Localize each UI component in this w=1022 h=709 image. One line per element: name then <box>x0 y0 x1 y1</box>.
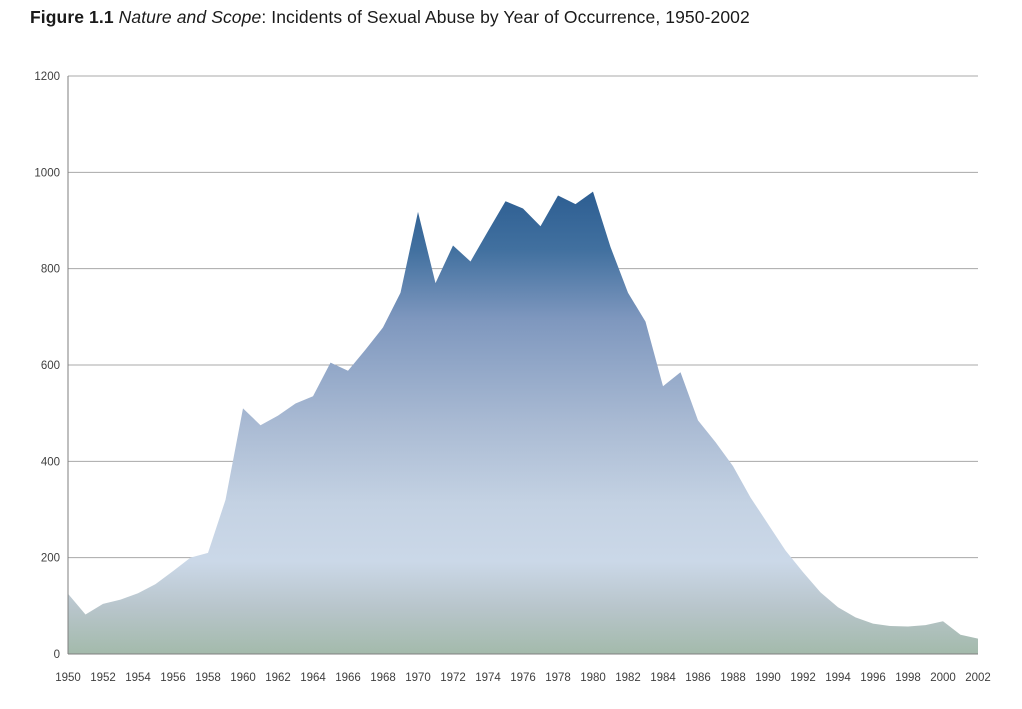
x-tick-label: 1952 <box>90 672 116 684</box>
x-tick-label: 1996 <box>860 672 886 684</box>
axes <box>67 76 978 655</box>
y-tick-label: 0 <box>54 649 60 661</box>
x-tick-label: 1964 <box>300 672 326 684</box>
x-tick-label: 1980 <box>580 672 606 684</box>
y-tick-label: 400 <box>41 456 60 468</box>
x-tick-label: 1992 <box>790 672 816 684</box>
x-tick-label: 2002 <box>965 672 991 684</box>
x-tick-label: 1982 <box>615 672 641 684</box>
x-tick-label: 1994 <box>825 672 851 684</box>
x-tick-label: 1950 <box>55 672 81 684</box>
x-tick-label: 1972 <box>440 672 466 684</box>
x-tick-label: 2000 <box>930 672 956 684</box>
x-tick-label: 1990 <box>755 672 781 684</box>
x-tick-label: 1976 <box>510 672 536 684</box>
figure-number: Figure 1.1 <box>30 7 119 27</box>
x-tick-label: 1998 <box>895 672 921 684</box>
x-tick-labels: 1950 1952 1954 1956 1958 1960 1962 1964 1966 1968… <box>55 672 991 684</box>
y-tick-label: 800 <box>41 264 60 276</box>
x-tick-label: 1958 <box>195 672 221 684</box>
figure-caption: Figure 1.1 Nature and Scope: Incidents o… <box>30 7 750 28</box>
x-tick-label: 1988 <box>720 672 746 684</box>
x-tick-label: 1968 <box>370 672 396 684</box>
figure-title-italic: Nature and Scope <box>118 7 262 27</box>
x-tick-label: 1970 <box>405 672 431 684</box>
y-tick-labels: 0 200 400 600 800 1000 1200 <box>34 71 60 661</box>
figure-title-rest: : Incidents of Sexual Abuse by Year of O… <box>261 7 750 27</box>
x-tick-label: 1984 <box>650 672 676 684</box>
x-tick-label: 1978 <box>545 672 571 684</box>
x-tick-label: 1974 <box>475 672 501 684</box>
x-tick-label: 1962 <box>265 672 291 684</box>
x-tick-label: 1986 <box>685 672 711 684</box>
y-tick-label: 200 <box>41 553 60 565</box>
y-tick-label: 1200 <box>34 71 60 83</box>
y-tick-label: 1000 <box>34 167 60 179</box>
area-path <box>68 191 978 654</box>
x-tick-label: 1960 <box>230 672 256 684</box>
x-tick-label: 1966 <box>335 672 361 684</box>
y-tick-label: 600 <box>41 360 60 372</box>
x-tick-label: 1956 <box>160 672 186 684</box>
area-series <box>68 191 978 654</box>
x-tick-label: 1954 <box>125 672 151 684</box>
